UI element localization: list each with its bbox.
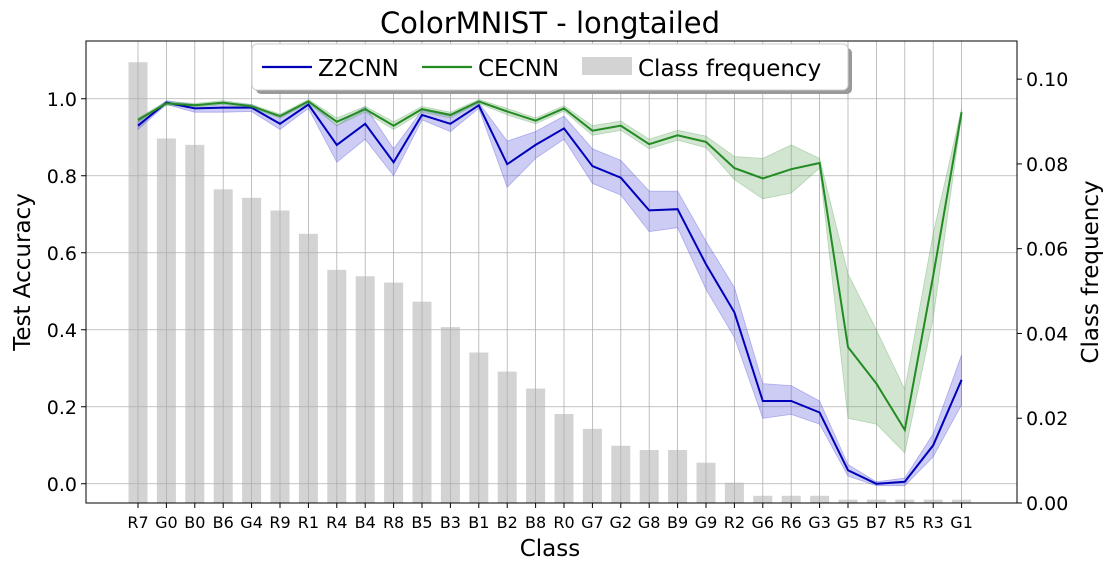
x-tick-label-b1: B1 — [468, 513, 489, 532]
legend-label-frequency: Class frequency — [638, 56, 821, 82]
x-tick-label-b0: B0 — [184, 513, 205, 532]
x-tick-label-r8: R8 — [383, 513, 404, 532]
x-axis-label: Class — [520, 536, 581, 562]
y2-axis-ticks: 0.00 0.02 0.04 0.06 0.08 0.10 — [1017, 69, 1068, 515]
x-tick-label-b2: B2 — [497, 513, 518, 532]
line-z2cnn — [137, 101, 963, 485]
x-axis-ticks: R7 G0 B0 B6 G4 R9 R1 R4 B4 R8 B5 B3 B1 B2 B8 R0 G7 G2 G8 B9… — [127, 503, 973, 532]
x-tick-label-r5: R5 — [894, 513, 915, 532]
confidence-bands — [137, 99, 962, 487]
x-tick-label-r6: R6 — [781, 513, 802, 532]
plot-border — [85, 40, 1018, 504]
y2-tick-label-0: 0.00 — [1026, 493, 1068, 515]
chart-title: ColorMNIST - longtailed — [380, 6, 720, 40]
x-tick-label-r4: R4 — [326, 513, 347, 532]
y2-tick-label-0-04: 0.04 — [1026, 323, 1068, 345]
x-tick-label-g1: G1 — [950, 513, 973, 532]
legend: Z2CNN CECNN Class frequency — [251, 43, 852, 94]
band-z2cnn — [137, 100, 962, 487]
y-tick-label-0-2: 0.2 — [47, 397, 77, 419]
series-lines — [137, 100, 963, 485]
x-tick-label-g2: G2 — [610, 513, 633, 532]
legend-box — [251, 43, 849, 91]
x-tick-label-b3: B3 — [440, 513, 461, 532]
x-tick-label-g0: G0 — [155, 513, 178, 532]
y2-tick-label-0-02: 0.02 — [1026, 408, 1068, 430]
y-tick-label-0: 0.0 — [47, 474, 77, 496]
y2-tick-label-0-1: 0.10 — [1026, 69, 1068, 91]
y2-tick-label-0-08: 0.08 — [1026, 154, 1068, 176]
x-tick-label-g5: G5 — [837, 513, 860, 532]
x-tick-label-b7: B7 — [866, 513, 887, 532]
x-tick-label-r3: R3 — [923, 513, 944, 532]
grid — [86, 41, 1017, 503]
y-tick-label-1: 1.0 — [47, 89, 77, 111]
y2-axis-label: Class frequency — [1078, 180, 1104, 363]
legend-label-cecnn: CECNN — [478, 56, 559, 82]
x-tick-label-b9: B9 — [667, 513, 688, 532]
x-tick-label-g8: G8 — [638, 513, 661, 532]
plot-frame — [85, 40, 1018, 504]
x-tick-label-r1: R1 — [298, 513, 319, 532]
x-tick-label-r9: R9 — [269, 513, 290, 532]
y-tick-label-0-6: 0.6 — [47, 243, 77, 265]
x-tick-label-r2: R2 — [724, 513, 745, 532]
x-tick-label-b5: B5 — [411, 513, 432, 532]
x-tick-label-g9: G9 — [695, 513, 718, 532]
x-tick-label-r7: R7 — [127, 513, 148, 532]
x-tick-label-g7: G7 — [581, 513, 604, 532]
y-tick-label-0-4: 0.4 — [47, 320, 77, 342]
legend-swatch-frequency — [582, 57, 632, 75]
x-tick-label-b6: B6 — [213, 513, 234, 532]
y-axis-label: Test Accuracy — [10, 193, 36, 352]
y2-tick-label-0-06: 0.06 — [1026, 239, 1068, 261]
line-cecnn — [137, 100, 963, 433]
x-tick-label-g4: G4 — [240, 513, 263, 532]
x-tick-label-g6: G6 — [752, 513, 775, 532]
x-tick-label-b8: B8 — [525, 513, 546, 532]
legend-label-z2cnn: Z2CNN — [318, 56, 399, 82]
x-tick-label-g3: G3 — [808, 513, 831, 532]
x-tick-label-r0: R0 — [553, 513, 574, 532]
y-axis-ticks: 0.0 0.2 0.4 0.6 0.8 1.0 — [47, 89, 86, 496]
x-tick-label-b4: B4 — [355, 513, 376, 532]
y-tick-label-0-8: 0.8 — [47, 166, 77, 188]
